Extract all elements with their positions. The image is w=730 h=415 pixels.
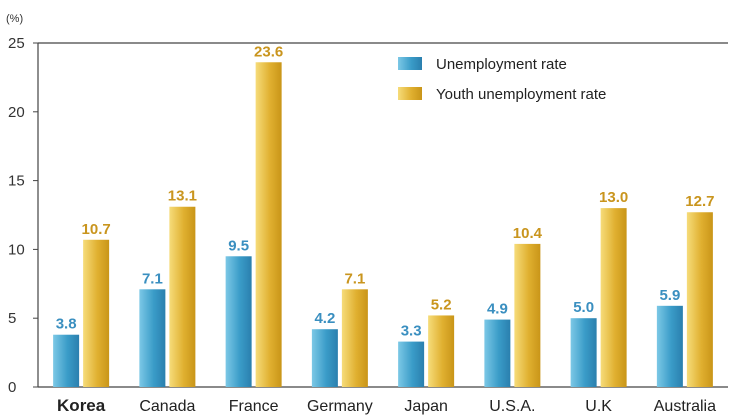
bar-youth-unemployment — [686, 212, 713, 387]
bar-youth-unemployment — [428, 315, 455, 387]
data-label: 7.1 — [344, 270, 365, 287]
bar-unemployment — [225, 256, 252, 387]
bar-unemployment — [656, 305, 683, 387]
bar-unemployment — [484, 319, 511, 387]
category-label: Australia — [654, 398, 716, 415]
legend-swatch — [398, 57, 422, 70]
legend-label: Unemployment rate — [436, 56, 567, 73]
data-label: 5.0 — [573, 299, 594, 316]
y-tick-label: 5 — [8, 310, 16, 327]
bars: 3.8 10.7 Korea 7.1 13.1 Canada 9.5 23.6 France 4.… — [53, 43, 716, 415]
data-label: 4.9 — [487, 301, 508, 318]
y-tick-label: 15 — [8, 173, 25, 190]
bar-youth-unemployment — [83, 239, 110, 387]
data-label: 3.3 — [401, 323, 422, 340]
data-label: 3.8 — [56, 316, 77, 333]
y-tick-label: 0 — [8, 379, 16, 396]
category-label: France — [229, 398, 279, 415]
bar-unemployment — [570, 318, 597, 387]
legend-label: Youth unemployment rate — [436, 86, 606, 103]
category-label: U.K — [585, 398, 612, 415]
bar-unemployment — [139, 289, 166, 387]
data-label: 13.1 — [168, 188, 197, 205]
data-label: 5.9 — [659, 287, 680, 304]
data-label: 10.7 — [82, 221, 111, 238]
data-label: 4.2 — [314, 310, 335, 327]
category-label: Canada — [139, 398, 195, 415]
category-label: Korea — [57, 396, 106, 415]
bar-youth-unemployment — [169, 206, 196, 387]
data-label: 23.6 — [254, 43, 283, 60]
y-tick-label: 10 — [8, 241, 25, 258]
bar-youth-unemployment — [514, 243, 541, 387]
bar-youth-unemployment — [341, 289, 368, 387]
legend: Unemployment rate Youth unemployment rate — [398, 56, 606, 103]
legend-swatch — [398, 87, 422, 100]
data-label: 7.1 — [142, 270, 163, 287]
y-unit-label: (%) — [6, 13, 23, 25]
category-label: U.S.A. — [489, 398, 535, 415]
bar-youth-unemployment — [600, 208, 627, 387]
bar-youth-unemployment — [255, 62, 282, 387]
category-label: Germany — [307, 398, 373, 415]
bar-unemployment — [311, 329, 338, 387]
y-tick-label: 25 — [8, 35, 25, 52]
y-tick-label: 20 — [8, 104, 25, 121]
bar-unemployment — [53, 334, 80, 387]
data-label: 12.7 — [685, 193, 714, 210]
data-label: 13.0 — [599, 189, 628, 206]
data-label: 10.4 — [513, 225, 543, 242]
data-label: 9.5 — [228, 237, 249, 254]
category-label: Japan — [404, 398, 448, 415]
bar-unemployment — [398, 341, 425, 387]
data-label: 5.2 — [431, 296, 452, 313]
